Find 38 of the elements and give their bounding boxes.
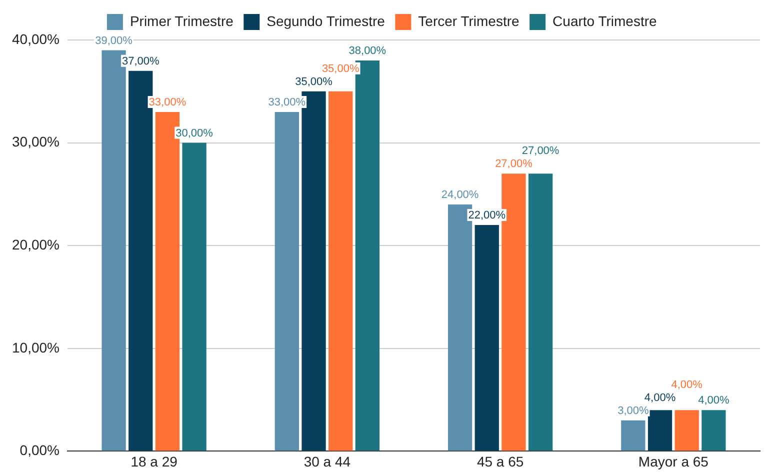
data-label: 3,00% — [618, 404, 649, 417]
data-label: 24,00% — [441, 189, 479, 202]
x-tick-label: 45 a 65 — [476, 453, 524, 470]
x-tick-label: 30 a 44 — [304, 453, 351, 470]
data-label: 4,00% — [671, 378, 703, 391]
legend-label: Tercer Trimestre — [418, 12, 520, 29]
bar — [182, 142, 206, 451]
data-label: 33,00% — [148, 96, 186, 108]
y-tick-label: 10,00% — [12, 339, 60, 356]
bar — [674, 410, 699, 451]
data-label: 33,00% — [268, 96, 306, 108]
x-tick-label: 18 a 29 — [130, 453, 178, 470]
bar — [328, 91, 353, 451]
data-label: 27,00% — [522, 145, 560, 158]
data-label: 30,00% — [176, 127, 214, 140]
data-label: 39,00% — [95, 34, 133, 47]
bar — [702, 410, 726, 451]
data-label: 4,00% — [698, 394, 730, 407]
data-label: 37,00% — [122, 55, 160, 68]
bar — [274, 112, 299, 451]
data-label: 35,00% — [322, 62, 360, 75]
data-label: 22,00% — [468, 210, 506, 222]
legend-label: Primer Trimestre — [130, 12, 234, 29]
y-tick-label: 20,00% — [12, 236, 60, 252]
y-tick-label: 0,00% — [20, 442, 60, 458]
bar — [528, 174, 553, 451]
y-tick-label: 30,00% — [12, 134, 60, 150]
x-tick-label: Mayor a 65 — [638, 453, 709, 470]
bar — [621, 420, 646, 451]
legend-label: Cuarto Trimestre — [552, 12, 658, 29]
legend-label: Segundo Trimestre — [266, 12, 386, 29]
data-label: 4,00% — [644, 392, 676, 404]
data-label: 38,00% — [348, 45, 386, 58]
bar — [474, 225, 499, 451]
data-label: 27,00% — [495, 158, 533, 170]
y-tick-label: 40,00% — [12, 30, 60, 47]
bar — [648, 410, 672, 451]
data-label: 35,00% — [295, 76, 333, 88]
